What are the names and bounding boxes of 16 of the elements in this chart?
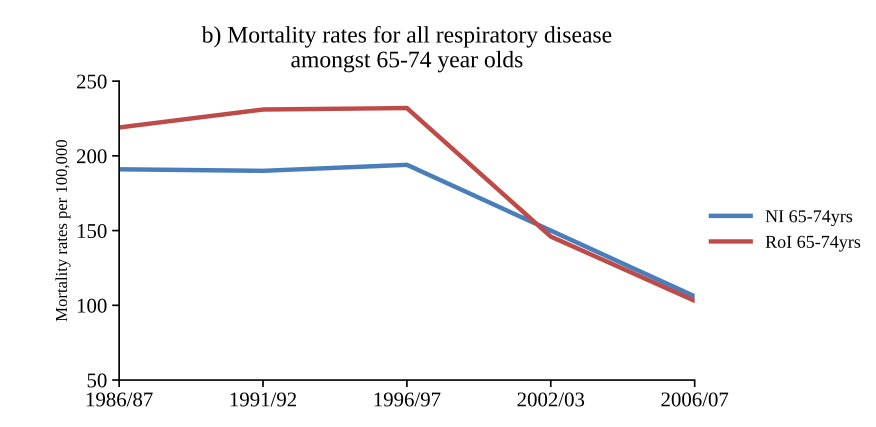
y-tick-label: 50 <box>88 373 107 388</box>
y-tick-label: 250 <box>76 74 107 89</box>
x-tick-label: 1991/92 <box>230 392 296 406</box>
legend-label: RoI 65-74yrs <box>766 236 860 252</box>
chart-title: b) Mortality rates for all respiratory disease amongst 65-74 year olds <box>202 26 612 72</box>
x-tick-label: 2002/03 <box>518 392 584 406</box>
line-series <box>119 162 695 299</box>
legend-label: NI 65-74yrs <box>766 210 852 226</box>
x-tick-label: 2006/07 <box>661 392 728 406</box>
x-tick-label: 1986/87 <box>86 392 153 406</box>
y-axis-title: Mortality rates per 100,000 <box>55 140 71 322</box>
x-tick-label: 1996/97 <box>374 392 440 406</box>
y-tick-label: 150 <box>78 224 107 238</box>
line-series <box>119 106 695 304</box>
y-tick-label: 100 <box>78 298 107 313</box>
y-tick-label: 200 <box>76 149 107 164</box>
